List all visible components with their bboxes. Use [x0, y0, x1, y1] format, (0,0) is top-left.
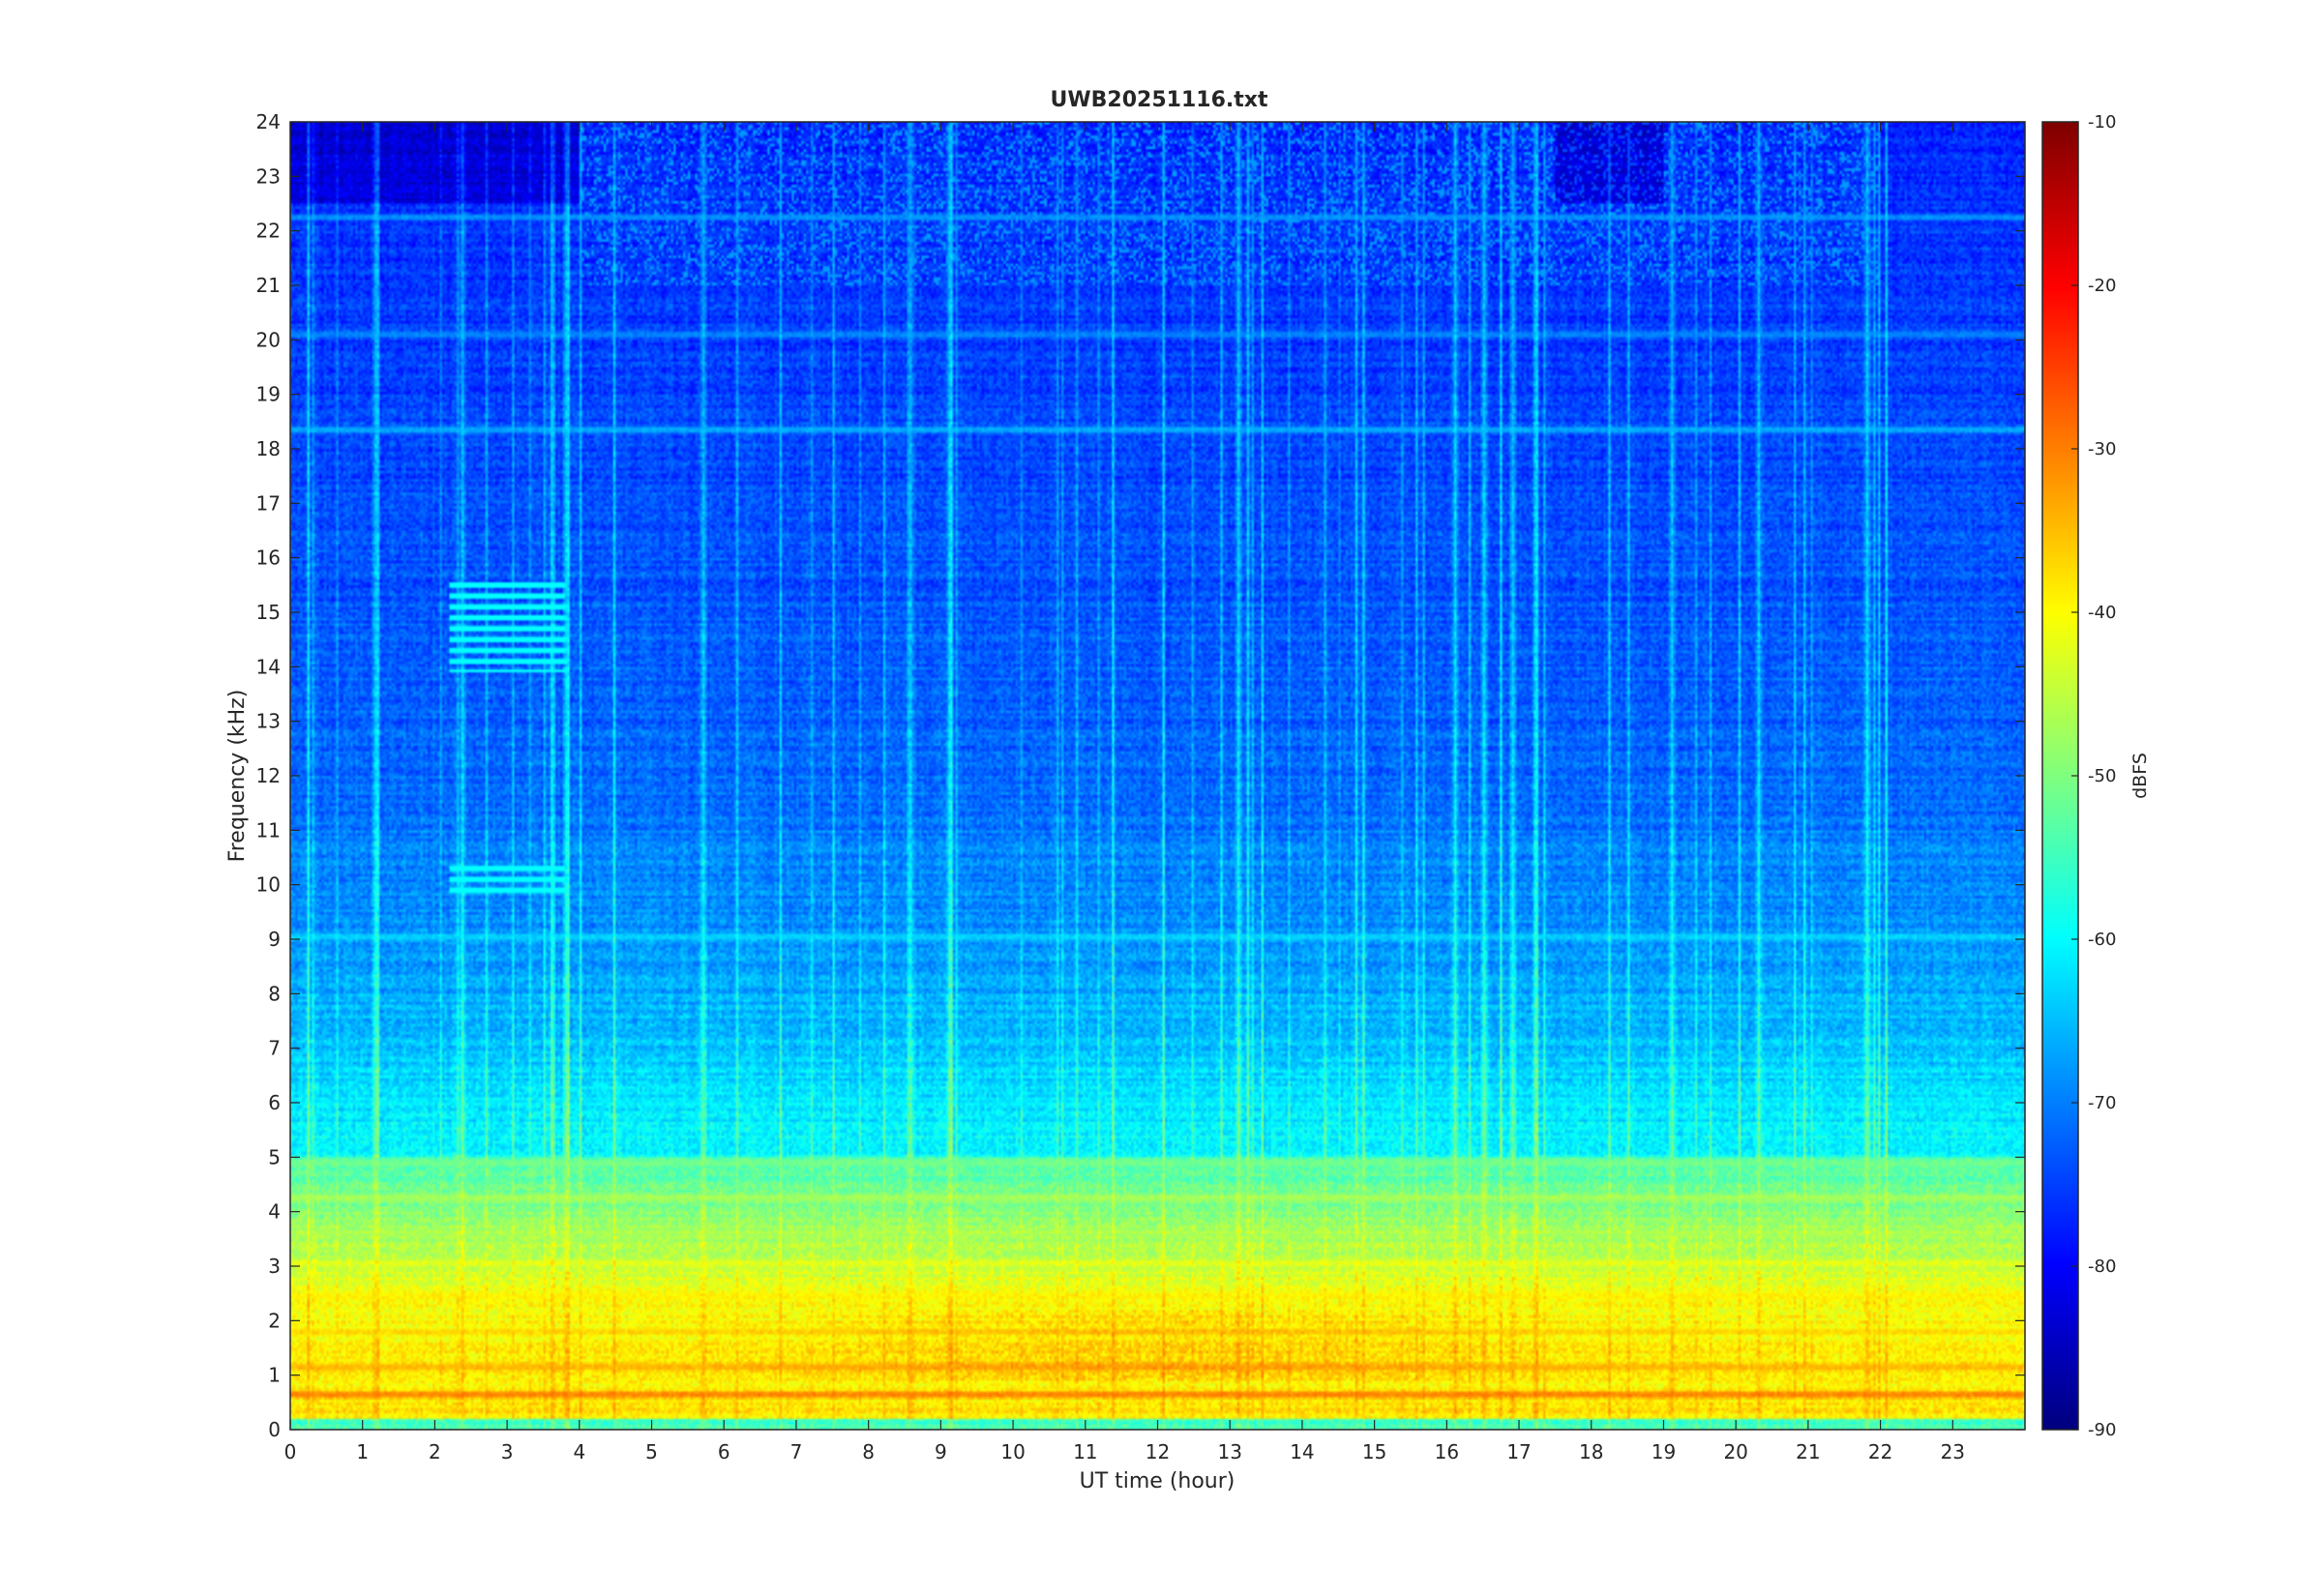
- colorbar-tick-label: -20: [2088, 276, 2116, 296]
- colorbar-tick-label: -40: [2088, 603, 2116, 623]
- x-tick-label: 11: [1073, 1440, 1097, 1463]
- x-tick-label: 20: [1723, 1440, 1747, 1463]
- y-tick-label: 10: [256, 873, 281, 897]
- y-tick-label: 3: [268, 1255, 281, 1278]
- x-tick-label: 22: [1868, 1440, 1892, 1463]
- x-tick-label: 23: [1941, 1440, 1965, 1463]
- y-tick-label: 15: [256, 601, 281, 624]
- y-tick-label: 14: [256, 655, 281, 678]
- x-tick-label: 15: [1362, 1440, 1386, 1463]
- y-tick-label: 0: [268, 1418, 281, 1441]
- y-tick-label: 6: [268, 1091, 281, 1114]
- x-tick-label: 10: [1000, 1440, 1025, 1463]
- x-tick-label: 8: [862, 1440, 875, 1463]
- x-tick-label: 3: [501, 1440, 514, 1463]
- x-tick-label: 14: [1290, 1440, 1314, 1463]
- x-tick-label: 16: [1435, 1440, 1459, 1463]
- x-tick-label: 12: [1146, 1440, 1170, 1463]
- colorbar-tick-label: -10: [2088, 112, 2116, 133]
- colorbar-tick-label: -90: [2088, 1420, 2116, 1440]
- y-tick-label: 11: [256, 818, 281, 842]
- x-tick-label: 13: [1217, 1440, 1241, 1463]
- y-tick-label: 18: [256, 437, 281, 460]
- y-tick-label: 23: [256, 164, 281, 188]
- x-tick-label: 21: [1796, 1440, 1820, 1463]
- y-tick-label: 4: [268, 1200, 281, 1224]
- x-axis-label: UT time (hour): [1080, 1469, 1235, 1493]
- y-tick-label: 9: [268, 928, 281, 951]
- y-axis-label: Frequency (kHz): [225, 690, 250, 863]
- colorbar-tick-label: -50: [2088, 766, 2116, 786]
- colorbar-ticks: -90 -80 -70 -60 -50 -40 -30 -20 -10: [2071, 112, 2116, 1440]
- x-tick-label: 5: [645, 1440, 658, 1463]
- y-tick-label: 22: [256, 220, 281, 243]
- y-tick-label: 20: [256, 328, 281, 351]
- y-tick-label: 13: [256, 710, 281, 733]
- y-tick-label: 21: [256, 274, 281, 297]
- x-tick-label: 7: [790, 1440, 803, 1463]
- x-tick-label: 2: [429, 1440, 441, 1463]
- y-tick-label: 1: [268, 1364, 281, 1387]
- x-tick-label: 18: [1579, 1440, 1603, 1463]
- colorbar-tick-label: -60: [2088, 930, 2116, 950]
- x-tick-label: 0: [284, 1440, 297, 1463]
- y-tick-label: 24: [256, 110, 281, 133]
- colorbar-tick-label: -30: [2088, 439, 2116, 459]
- y-tick-label: 7: [268, 1037, 281, 1060]
- colorbar-tick-label: -80: [2088, 1256, 2116, 1277]
- y-tick-label: 2: [268, 1309, 281, 1332]
- colorbar-tick-label: -70: [2088, 1093, 2116, 1113]
- y-tick-label: 5: [268, 1145, 281, 1168]
- x-tick-label: 6: [718, 1440, 730, 1463]
- spectrogram-heatmap: [290, 122, 2025, 1430]
- x-tick-label: 4: [573, 1440, 585, 1463]
- x-tick-label: 1: [356, 1440, 369, 1463]
- y-tick-label: 19: [256, 383, 281, 406]
- x-axis-ticks: 0 1 2 3 4 5 6 7 8 9 10 11 12 13 14 15 16 17 18 19 20 21 22 23: [284, 122, 1965, 1463]
- colorbar-label: dBFS: [2129, 753, 2151, 799]
- plot-area: [289, 121, 2026, 1431]
- x-tick-label: 19: [1652, 1440, 1676, 1463]
- y-tick-label: 8: [268, 982, 281, 1005]
- y-tick-label: 16: [256, 547, 281, 570]
- y-tick-label: 12: [256, 764, 281, 787]
- colorbar: -90 -80 -70 -60 -50 -40 -30 -20 -10 dBFS: [2041, 112, 2151, 1440]
- x-tick-label: 9: [935, 1440, 947, 1463]
- y-tick-label: 17: [256, 491, 281, 515]
- x-tick-label: 17: [1506, 1440, 1531, 1463]
- chart-title: UWB20251116.txt: [1051, 88, 1268, 112]
